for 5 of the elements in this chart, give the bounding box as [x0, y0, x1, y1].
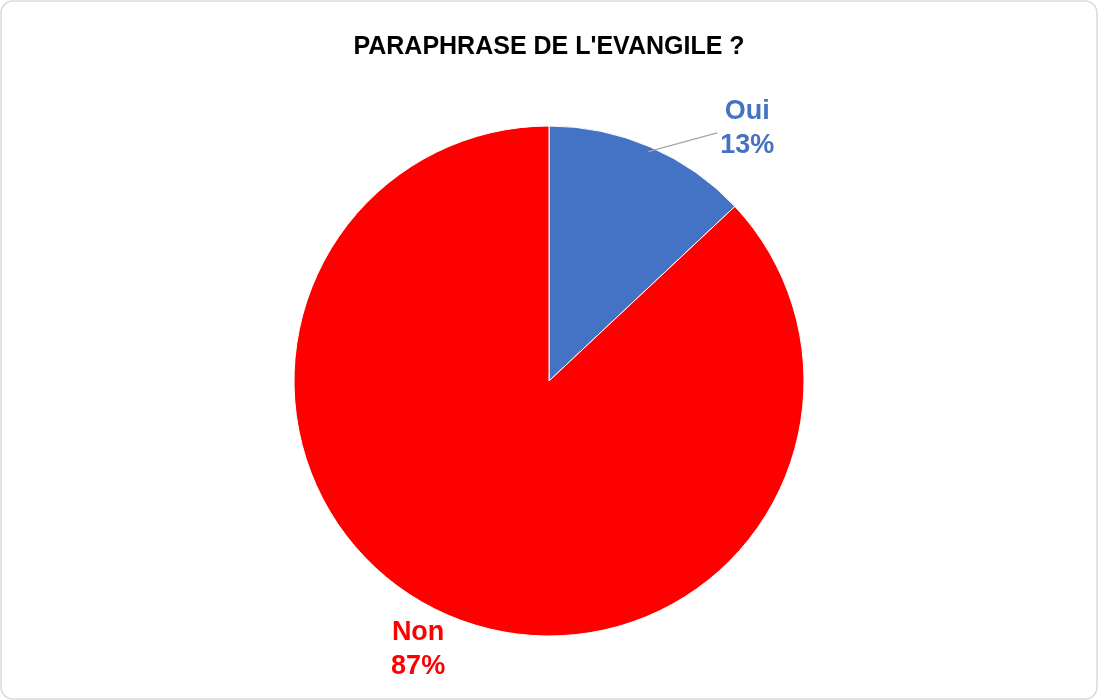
- slice-label: Non: [391, 616, 445, 647]
- chart-title: PARAPHRASE DE L'EVANGILE ?: [353, 31, 745, 59]
- data-label: 87%: [391, 650, 446, 681]
- slice-label: Oui: [724, 94, 770, 125]
- data-label: 13%: [720, 128, 775, 159]
